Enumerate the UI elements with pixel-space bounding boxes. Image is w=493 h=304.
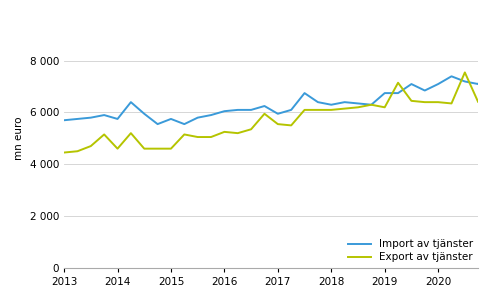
Import av tjänster [88, 116, 94, 119]
Import av tjänster [395, 91, 401, 95]
Y-axis label: mn euro: mn euro [14, 116, 24, 160]
Export av tjänster [275, 122, 281, 126]
Import av tjänster [435, 82, 441, 86]
Import av tjänster [368, 103, 374, 107]
Import av tjänster [61, 119, 67, 122]
Export av tjänster [155, 147, 161, 150]
Import av tjänster [181, 122, 187, 126]
Export av tjänster [489, 102, 493, 105]
Import av tjänster [248, 108, 254, 112]
Import av tjänster [328, 103, 334, 107]
Export av tjänster [221, 130, 227, 134]
Import av tjänster [409, 82, 415, 86]
Import av tjänster [114, 117, 120, 121]
Line: Import av tjänster: Import av tjänster [64, 35, 493, 124]
Import av tjänster [422, 89, 428, 92]
Export av tjänster [235, 131, 241, 135]
Import av tjänster [208, 113, 214, 117]
Import av tjänster [288, 108, 294, 112]
Legend: Import av tjänster, Export av tjänster: Import av tjänster, Export av tjänster [348, 239, 473, 262]
Export av tjänster [328, 108, 334, 112]
Export av tjänster [181, 133, 187, 136]
Import av tjänster [342, 100, 348, 104]
Import av tjänster [168, 117, 174, 121]
Export av tjänster [288, 124, 294, 127]
Import av tjänster [261, 104, 267, 108]
Line: Export av tjänster: Export av tjänster [64, 45, 493, 153]
Import av tjänster [235, 108, 241, 112]
Export av tjänster [61, 151, 67, 154]
Export av tjänster [195, 135, 201, 139]
Export av tjänster [422, 100, 428, 104]
Export av tjänster [168, 147, 174, 150]
Export av tjänster [128, 131, 134, 135]
Import av tjänster [155, 122, 161, 126]
Export av tjänster [409, 99, 415, 103]
Export av tjänster [74, 150, 80, 153]
Export av tjänster [382, 105, 387, 109]
Import av tjänster [382, 91, 387, 95]
Export av tjänster [261, 112, 267, 116]
Export av tjänster [475, 100, 481, 104]
Export av tjänster [88, 144, 94, 148]
Import av tjänster [221, 109, 227, 113]
Export av tjänster [114, 147, 120, 150]
Import av tjänster [74, 117, 80, 121]
Import av tjänster [275, 112, 281, 116]
Import av tjänster [475, 82, 481, 86]
Export av tjänster [342, 107, 348, 110]
Export av tjänster [302, 108, 308, 112]
Export av tjänster [449, 102, 455, 105]
Export av tjänster [435, 100, 441, 104]
Import av tjänster [315, 100, 321, 104]
Export av tjänster [368, 103, 374, 107]
Import av tjänster [128, 100, 134, 104]
Export av tjänster [395, 81, 401, 85]
Export av tjänster [208, 135, 214, 139]
Import av tjänster [195, 116, 201, 119]
Import av tjänster [462, 80, 468, 83]
Import av tjänster [449, 74, 455, 78]
Export av tjänster [315, 108, 321, 112]
Import av tjänster [101, 113, 107, 117]
Import av tjänster [141, 112, 147, 116]
Import av tjänster [302, 91, 308, 95]
Export av tjänster [101, 133, 107, 136]
Export av tjänster [355, 105, 361, 109]
Import av tjänster [355, 102, 361, 105]
Import av tjänster [489, 54, 493, 57]
Export av tjänster [141, 147, 147, 150]
Export av tjänster [462, 71, 468, 74]
Export av tjänster [248, 127, 254, 131]
